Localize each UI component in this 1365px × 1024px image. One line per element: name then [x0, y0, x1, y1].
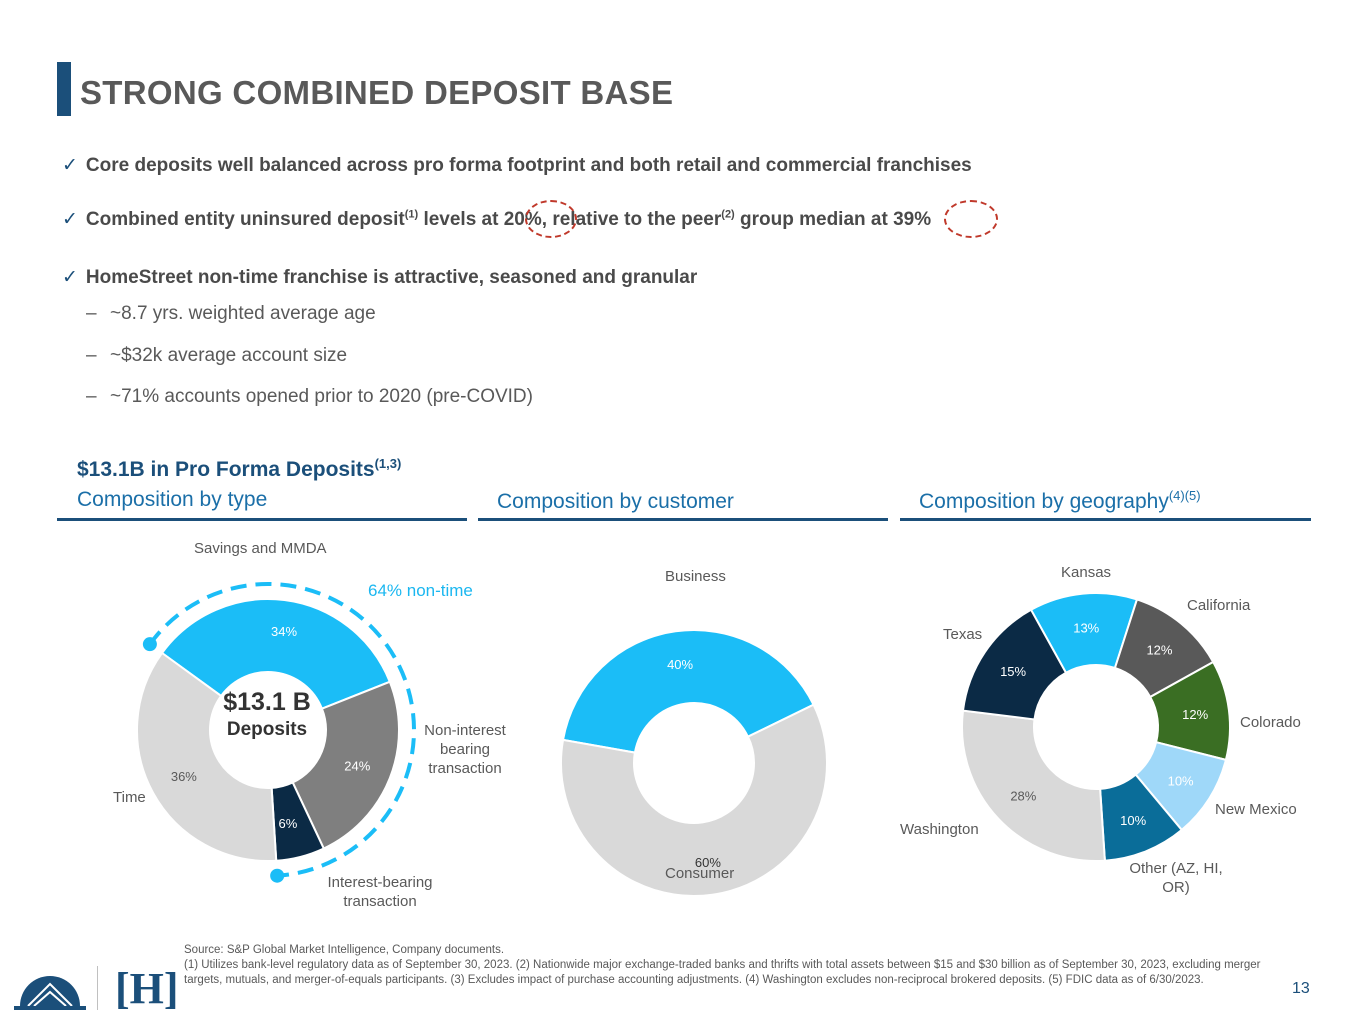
- label-interest-bearing: Interest-bearing transaction: [327, 874, 433, 910]
- label-business: Business: [665, 568, 726, 585]
- label-non-interest-bearing: Non-interest bearing transaction: [424, 722, 506, 777]
- label-kansas: Kansas: [1061, 564, 1112, 581]
- subbullet-age: – ~8.7 yrs. weighted average age: [86, 303, 376, 324]
- label-washington: Washington: [900, 821, 979, 838]
- value-label-non-interest-bearing-transaction: 24%: [344, 758, 370, 773]
- value-label-colorado: 12%: [1182, 707, 1208, 722]
- page-number: 13: [1292, 980, 1310, 997]
- check-icon: ✓: [62, 209, 78, 230]
- label-california: California: [1187, 597, 1251, 614]
- arc-start-dot: [142, 637, 157, 652]
- section-customer-rule: [478, 518, 888, 521]
- value-label-consumer: 60%: [695, 855, 721, 870]
- value-label-california: 12%: [1146, 643, 1172, 658]
- section-type-rule: [57, 518, 467, 521]
- title-accent-bar: [57, 62, 71, 116]
- section-geography-heading: Composition by geography(4)(5): [919, 488, 1201, 513]
- section-geography-rule: [900, 518, 1311, 521]
- value-label-savings-and-mmda: 34%: [271, 624, 297, 639]
- company-seal-logo: [14, 962, 86, 1010]
- deposits-title: $13.1B in Pro Forma Deposits(1,3): [77, 456, 402, 481]
- check-icon: ✓: [62, 155, 78, 176]
- label-colorado: Colorado: [1240, 714, 1301, 731]
- value-label-business: 40%: [667, 657, 693, 672]
- slice-washington: [961, 709, 1106, 862]
- label-time: Time: [113, 789, 146, 806]
- slice-business: [561, 629, 815, 754]
- check-icon: ✓: [62, 267, 78, 288]
- footnote: Source: S&P Global Market Intelligence, …: [184, 944, 1261, 986]
- label-savings-mmda: Savings and MMDA: [194, 540, 327, 557]
- slice-non-interest-bearing-transaction: [291, 680, 400, 850]
- subbullet-opened: – ~71% accounts opened prior to 2020 (pre…: [86, 386, 533, 407]
- slice-savings-and-mmda: [160, 598, 392, 710]
- highlight-circle-20: [525, 200, 577, 238]
- bullet-homestreet: ✓ HomeStreet non-time franchise is attrac…: [62, 267, 698, 288]
- label-texas: Texas: [943, 626, 983, 643]
- label-other: Other (AZ, HI, OR): [1129, 860, 1223, 896]
- slice-consumer: [560, 703, 828, 897]
- bullet-uninsured: ✓ Combined entity uninsured deposit(1) le…: [62, 208, 932, 230]
- value-label-other-az-hi-or: 10%: [1120, 813, 1146, 828]
- donut-center-label: Deposits: [226, 719, 308, 740]
- label-consumer: Consumer: [665, 865, 735, 882]
- logo-divider: [97, 966, 98, 1010]
- slice-texas: [961, 608, 1068, 721]
- subbullet-size: – ~$32k average account size: [86, 345, 348, 366]
- peer-median-value: 39%: [893, 209, 932, 230]
- value-label-texas: 15%: [1000, 664, 1026, 679]
- value-label-washington: 28%: [1010, 789, 1036, 804]
- h-bracket-logo: [H]: [115, 964, 179, 1013]
- label-new-mexico: New Mexico: [1215, 801, 1297, 818]
- page-title: STRONG COMBINED DEPOSIT BASE: [80, 74, 674, 111]
- donut-center-value: $13.1 B: [223, 688, 311, 716]
- chart-customer-donut: 40% 60%: [560, 629, 828, 897]
- section-customer-heading: Composition by customer: [497, 490, 734, 513]
- arc-end-dot: [270, 868, 285, 883]
- value-label-kansas: 13%: [1073, 620, 1099, 635]
- non-time-label: 64% non-time: [368, 581, 473, 600]
- chart-type-donut: 34% 24% 6% 36%: [136, 598, 400, 862]
- slice-time: [136, 651, 278, 862]
- chart-geography-donut: 13% 12% 12% 10% 10% 28% 15%: [961, 592, 1231, 862]
- value-label-new-mexico: 10%: [1168, 773, 1194, 788]
- section-type-heading: Composition by type: [77, 488, 268, 511]
- bullet-core-deposits: ✓ Core deposits well balanced across pro …: [62, 155, 972, 176]
- value-label-interest-bearing-transaction: 6%: [278, 816, 297, 831]
- highlight-circle-39: [944, 200, 998, 238]
- value-label-time: 36%: [171, 769, 197, 784]
